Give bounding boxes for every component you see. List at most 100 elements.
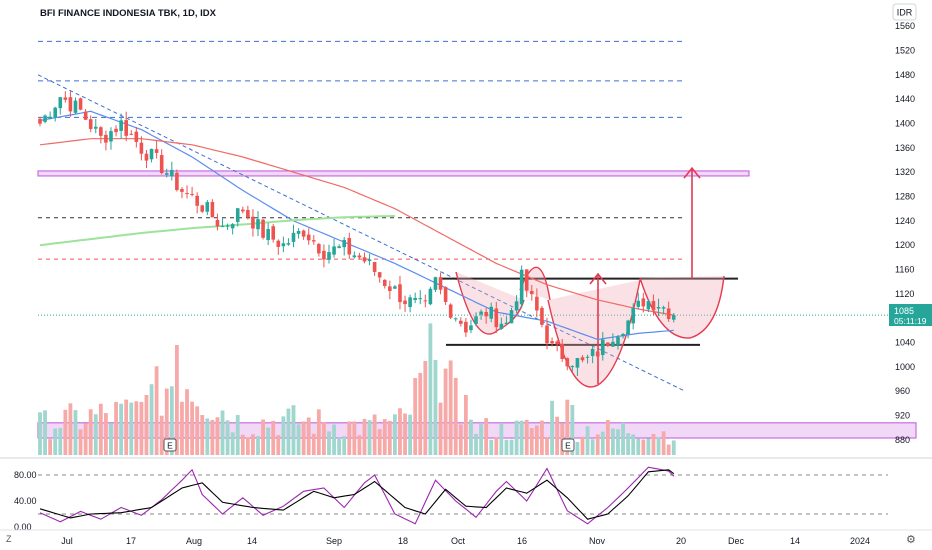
volume-bar [114, 401, 118, 455]
volume-bar [413, 378, 418, 455]
volume-bar [545, 437, 549, 455]
volume-bar [88, 409, 93, 455]
price-tick-label: 1000 [895, 362, 915, 372]
candle [408, 297, 412, 308]
candle [504, 322, 509, 325]
earnings-badge-label: E [565, 441, 571, 451]
volume-bar [210, 419, 215, 455]
earnings-badge[interactable]: E [163, 438, 177, 452]
candle [180, 189, 184, 192]
candle [418, 298, 423, 300]
volume-bar [98, 403, 103, 455]
candle [398, 284, 402, 303]
volume-bar [504, 439, 509, 455]
candle [78, 98, 83, 110]
candle [256, 219, 260, 230]
stoch-tick-label: 80.00 [14, 470, 37, 480]
volume-bar [398, 408, 402, 455]
candle [453, 318, 458, 320]
breakout-arrow-head [589, 272, 607, 285]
volume-bar [499, 423, 504, 455]
volume-bar [509, 439, 514, 455]
candle [413, 297, 417, 300]
candle [514, 301, 519, 311]
candle [301, 230, 306, 237]
candle [68, 97, 73, 112]
candle [611, 341, 615, 347]
volume-bar [205, 418, 210, 455]
time-tick-label: Sep [326, 536, 342, 546]
volume-bar [164, 388, 169, 455]
earnings-badge[interactable]: E [561, 438, 575, 452]
candle [352, 255, 357, 258]
volume-bar [271, 420, 276, 455]
candle [489, 306, 494, 319]
volume-bar [347, 421, 352, 455]
currency-badge[interactable]: IDR [892, 3, 917, 21]
volume-bar [418, 372, 423, 455]
volume-bar [38, 412, 42, 455]
volume-bar [225, 420, 230, 455]
candle [185, 193, 189, 195]
candle [560, 343, 565, 359]
volume-bar [474, 433, 478, 455]
price-tick-label: 1240 [895, 216, 915, 226]
candle [195, 195, 199, 206]
volume-bar [185, 389, 189, 455]
stochastic-panel: 0.00 40.00 80.00 [0, 457, 932, 532]
candle [342, 239, 346, 248]
time-tick-label: 20 [676, 536, 686, 546]
candle [306, 234, 311, 241]
candle [88, 119, 93, 129]
time-tick-label: 14 [247, 536, 257, 546]
pattern-fill [640, 276, 724, 339]
candle [433, 277, 438, 290]
time-axis: Jul 17 Aug 14 Sep 18 Oct 16 Nov 20 Dec 14 2024 [0, 529, 932, 546]
volume-bar [377, 429, 382, 455]
candle [124, 120, 128, 136]
candle [347, 237, 352, 255]
volume-bar [134, 401, 139, 455]
price-tick-label: 1040 [895, 338, 915, 348]
volume-bar [104, 413, 108, 455]
volume-bar [139, 401, 144, 455]
gear-icon[interactable]: ⚙ [906, 534, 916, 546]
volume-bar [590, 439, 595, 455]
volume-bar [626, 433, 631, 455]
candle [600, 339, 605, 356]
price-tick-label: 880 [895, 435, 910, 445]
candle [311, 240, 316, 242]
candle [230, 224, 235, 229]
volume-bar [316, 409, 321, 455]
volume-bar [438, 402, 443, 455]
pattern-curve [519, 266, 551, 301]
candle [631, 308, 635, 324]
candle [261, 219, 265, 238]
candle [129, 133, 134, 135]
candle [286, 243, 291, 245]
candle [479, 311, 483, 315]
last-price-label: 1085 05:11:19 [889, 304, 932, 326]
volume-bar [656, 437, 661, 455]
volume-bar [48, 439, 53, 455]
volume-bar [245, 437, 250, 455]
candle [175, 172, 179, 191]
volume-bar [83, 423, 88, 455]
volume-bar [423, 360, 428, 455]
volume-bar [357, 435, 362, 455]
chart-title: BFI FINANCE INDONESIA TBK, 1D, IDX [40, 8, 217, 19]
timezone-button[interactable]: Z [6, 534, 12, 544]
candle [382, 279, 387, 286]
candle [428, 288, 433, 305]
candle [575, 357, 580, 368]
candle [661, 307, 666, 309]
currency-label: IDR [897, 8, 913, 18]
volume-bar [332, 424, 336, 455]
candle [43, 115, 47, 122]
candle [646, 301, 651, 310]
candle [540, 307, 544, 325]
candle [235, 208, 240, 222]
bar-countdown: 05:11:19 [894, 316, 927, 326]
volume-bar [550, 400, 554, 455]
